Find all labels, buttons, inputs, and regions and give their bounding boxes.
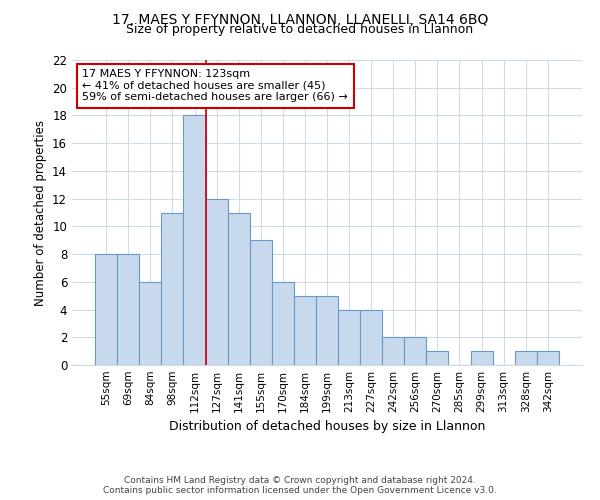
Bar: [338, 310, 360, 365]
Bar: [382, 338, 404, 365]
Text: 17, MAES Y FFYNNON, LLANNON, LLANELLI, SA14 6BQ: 17, MAES Y FFYNNON, LLANNON, LLANELLI, S…: [112, 12, 488, 26]
Y-axis label: Number of detached properties: Number of detached properties: [34, 120, 47, 306]
Bar: [515, 351, 537, 365]
Bar: [139, 282, 161, 365]
Bar: [316, 296, 338, 365]
Bar: [227, 212, 250, 365]
Text: Contains HM Land Registry data © Crown copyright and database right 2024.
Contai: Contains HM Land Registry data © Crown c…: [103, 476, 497, 495]
Bar: [206, 198, 227, 365]
Text: 17 MAES Y FFYNNON: 123sqm
← 41% of detached houses are smaller (45)
59% of semi-: 17 MAES Y FFYNNON: 123sqm ← 41% of detac…: [82, 69, 348, 102]
Bar: [294, 296, 316, 365]
Bar: [537, 351, 559, 365]
Bar: [117, 254, 139, 365]
Bar: [470, 351, 493, 365]
Bar: [250, 240, 272, 365]
Bar: [404, 338, 427, 365]
Bar: [95, 254, 117, 365]
X-axis label: Distribution of detached houses by size in Llannon: Distribution of detached houses by size …: [169, 420, 485, 434]
Bar: [272, 282, 294, 365]
Bar: [161, 212, 184, 365]
Bar: [360, 310, 382, 365]
Text: Size of property relative to detached houses in Llannon: Size of property relative to detached ho…: [127, 22, 473, 36]
Bar: [184, 116, 206, 365]
Bar: [427, 351, 448, 365]
